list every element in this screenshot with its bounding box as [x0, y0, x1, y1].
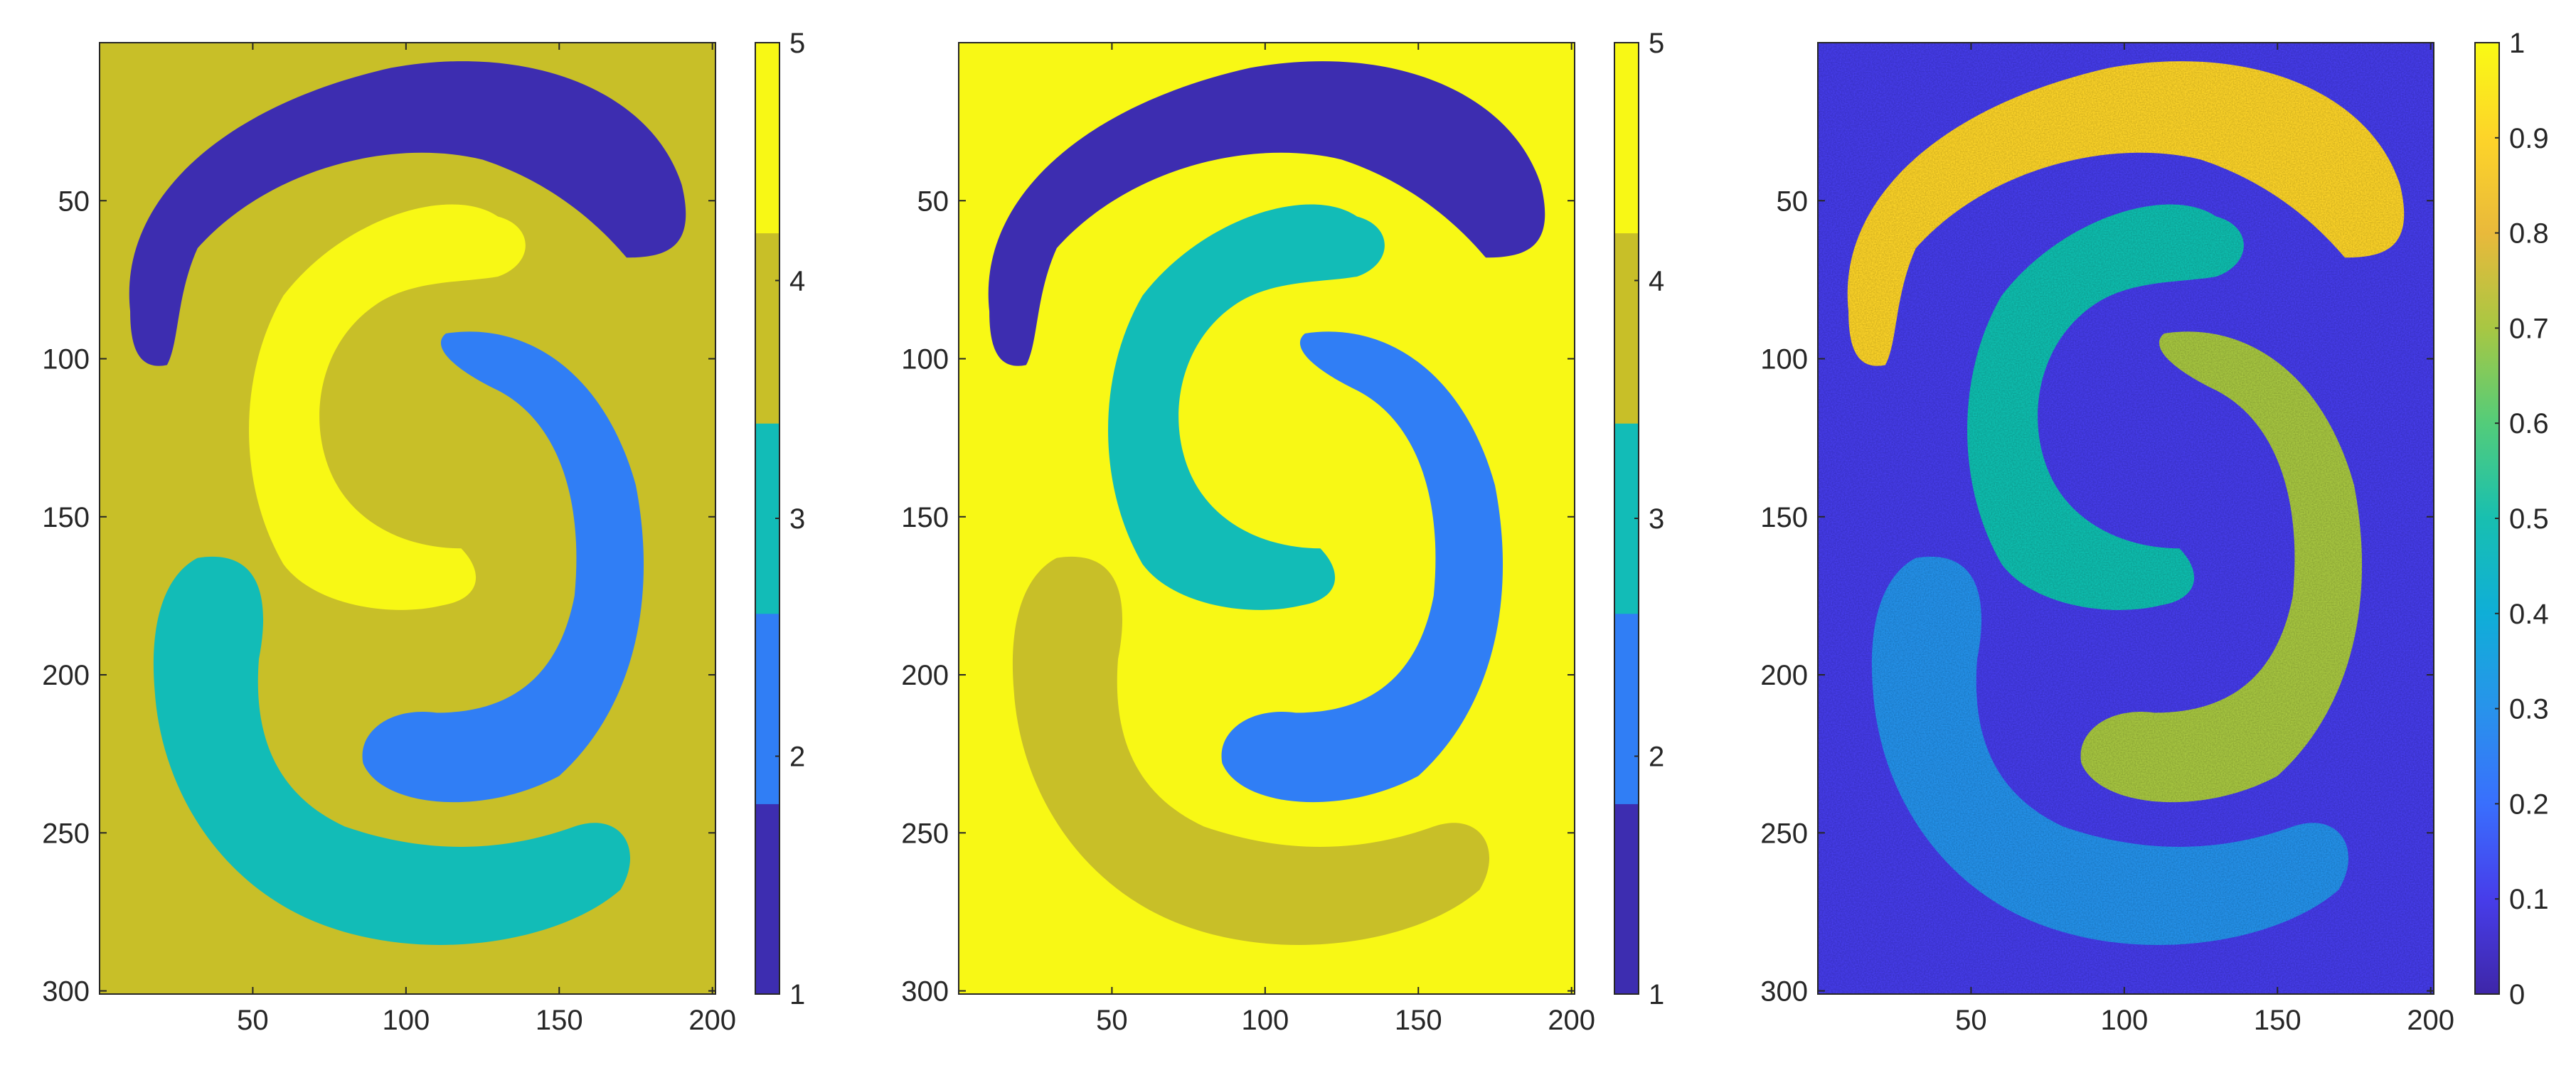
top-arc-region	[1847, 61, 2405, 366]
colorbar-tick-label: 1	[2509, 28, 2525, 59]
colorbar-box	[755, 42, 780, 995]
axes-box	[99, 42, 716, 995]
image-area	[1818, 43, 2434, 994]
y-tick-label: 150	[1760, 502, 1808, 533]
x-tick-label: 150	[536, 1005, 583, 1036]
right-arc-region	[1221, 331, 1503, 803]
x-tick-label: 150	[1395, 1005, 1442, 1036]
colorbar-tick-label: 4	[1649, 266, 1664, 297]
x-tick-label: 50	[1955, 1005, 1987, 1036]
y-tick-label: 150	[901, 502, 949, 533]
y-tick-label: 250	[901, 818, 949, 849]
x-tick-label: 100	[1241, 1005, 1289, 1036]
y-tick-label: 50	[917, 186, 949, 217]
colorbar-tick-label: 0.3	[2509, 694, 2549, 725]
colorbar-tick-label: 4	[789, 266, 805, 297]
y-tick-label: 50	[1777, 186, 1809, 217]
right-arc-region	[362, 331, 644, 803]
x-tick-label: 100	[2100, 1005, 2148, 1036]
colorbar-tick-label: 0.2	[2509, 789, 2549, 820]
y-tick-label: 200	[1760, 660, 1808, 691]
x-tick-label: 150	[2254, 1005, 2301, 1036]
bottom-arc-region	[153, 556, 631, 945]
colorbar-tick-label: 2	[789, 742, 805, 773]
panel-3: 50 100 150 200 50 100 150 200 250 300 0 0.1 0.2 0.3 0.…	[1760, 28, 2548, 1036]
top-arc-region	[988, 61, 1545, 366]
colorbar-tick-label: 0	[2509, 979, 2525, 1010]
colorbar-tick-label: 1	[1649, 979, 1664, 1010]
y-tick-label: 200	[901, 660, 949, 691]
top-arc-region	[129, 61, 686, 366]
colorbar-segment	[1614, 803, 1639, 995]
upper-left-s-arm-region	[1108, 204, 1385, 610]
y-tick-label: 200	[42, 660, 90, 691]
colorbar-tick-label: 0.9	[2509, 123, 2549, 154]
colorbar-tick-label: 3	[789, 503, 805, 535]
axes-box	[958, 42, 1575, 995]
y-tick-label: 300	[42, 976, 90, 1008]
colorbar-tick-label: 1	[789, 979, 805, 1010]
colorbar-segment	[755, 803, 779, 995]
y-tick-label: 300	[901, 976, 949, 1008]
x-tick-label: 50	[237, 1005, 269, 1036]
colorbar: 1 2 3 4 5	[755, 28, 805, 1010]
image-area	[959, 43, 1575, 994]
x-tick-label: 50	[1096, 1005, 1128, 1036]
colorbar-box	[2474, 42, 2500, 995]
colorbar-tick-label: 0.6	[2509, 408, 2549, 439]
upper-left-s-arm-region	[1967, 204, 2244, 610]
axes-box	[1817, 42, 2434, 995]
colorbar-tick-label: 0.4	[2509, 599, 2549, 630]
panel-2: 50 100 150 200 50 100 150 200 250 300 1 2 3 4 5	[901, 28, 1664, 1036]
colorbar: 0 0.1 0.2 0.3 0.4 0.5 0.6 0.7 0.8 0.9 1	[2474, 28, 2549, 1010]
x-tick-label: 100	[382, 1005, 430, 1036]
colorbar-tick-label: 0.1	[2509, 884, 2549, 915]
colorbar-segment	[755, 43, 779, 234]
y-tick-label: 250	[42, 818, 90, 849]
right-arc-region	[2080, 331, 2363, 803]
image-area	[100, 43, 715, 994]
colorbar-box	[1614, 42, 1639, 995]
colorbar-tick-label: 0.5	[2509, 503, 2549, 535]
x-tick-label: 200	[2407, 1005, 2454, 1036]
colorbar-tick-label: 3	[1649, 503, 1664, 535]
y-tick-label: 50	[58, 186, 90, 217]
y-tick-label: 150	[42, 502, 90, 533]
colorbar-segment	[755, 233, 779, 424]
colorbar-tick-label: 0.8	[2509, 218, 2549, 250]
colorbar-tick-label: 0.7	[2509, 313, 2549, 344]
colorbar-tick-label: 5	[789, 28, 805, 59]
colorbar-segment	[755, 613, 779, 804]
x-tick-label: 200	[688, 1005, 736, 1036]
bottom-arc-region	[1012, 556, 1490, 945]
colorbar-segment	[1614, 43, 1639, 234]
y-tick-label: 300	[1760, 976, 1808, 1008]
y-tick-label: 100	[42, 344, 90, 375]
upper-left-s-arm-region	[249, 204, 526, 610]
panel-1: 50 100 150 200 50 100 150 200 250 300 1 2 3 4 5	[42, 28, 805, 1036]
colorbar-tick-label: 5	[1649, 28, 1664, 59]
bottom-arc-region	[1871, 556, 2349, 945]
colorbar-segment	[1614, 233, 1639, 424]
colorbar-segment	[1614, 613, 1639, 804]
x-tick-label: 200	[1548, 1005, 1595, 1036]
y-tick-label: 100	[1760, 344, 1808, 375]
y-tick-label: 100	[901, 344, 949, 375]
colorbar-tick-label: 2	[1649, 742, 1664, 773]
y-tick-label: 250	[1760, 818, 1808, 849]
colorbar: 1 2 3 4 5	[1614, 28, 1664, 1010]
